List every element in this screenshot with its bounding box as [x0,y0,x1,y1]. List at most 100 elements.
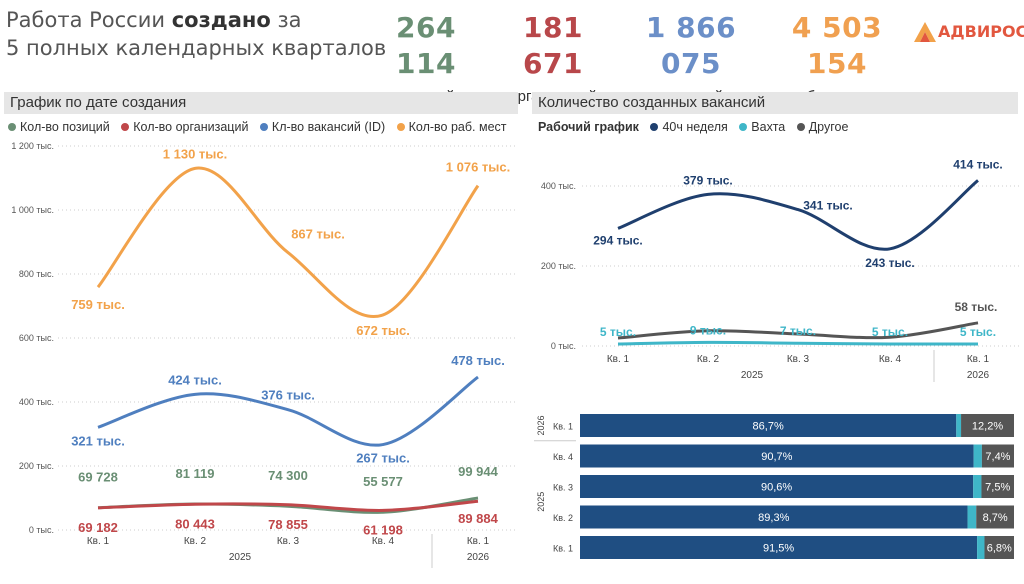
x-tick-label: Кв. 1 [607,354,630,365]
data-label: 80 443 [175,516,215,531]
bar-segment [956,414,962,437]
bar-value-label: 6,8% [987,543,1012,555]
y-tick-label: 600 тыс. [19,333,54,343]
x-tick-label: Кв. 1 [87,536,110,547]
kpi-value: 264 114 [396,11,456,80]
shift-line [617,340,979,346]
40h-week-line [617,179,979,251]
y-tick-label: 400 тыс. [541,181,576,191]
kpi-value: 1 866 075 [645,11,737,80]
y-tick-label: 200 тыс. [541,261,576,271]
row-label: Кв. 2 [553,513,573,523]
bar-value-label: 86,7% [753,421,784,433]
bar-value-label: 7,5% [985,482,1010,494]
organizations-line [97,499,479,512]
legend-item-40h[interactable]: 40ч неделя [650,120,728,134]
bar-segment [580,414,957,437]
row-label: Кв. 3 [553,483,573,493]
logo-text: АДВИРОС [938,22,1024,41]
y-tick-label: 400 тыс. [19,397,54,407]
year-label: 2025 [741,370,764,381]
data-label: 672 тыс. [356,323,410,338]
data-label: 424 тыс. [168,372,222,387]
data-label: 5 тыс. [600,325,636,339]
data-label: 69 728 [78,470,118,485]
legend-item-other[interactable]: Другое [796,120,849,134]
legend-item-workplaces[interactable]: Кол-во раб. мест [396,120,507,134]
data-label: 294 тыс. [593,233,643,247]
bar-value-label: 12,2% [972,421,1003,433]
kpi-value: 181 671 [523,11,583,80]
right-panel-title: Количество созданных вакансий [532,92,1018,114]
legend-item-shift[interactable]: Вахта [739,120,785,134]
legend-label: Вахта [751,120,786,134]
bar-value-label: 8,7% [983,512,1008,524]
bar-segment [580,536,978,559]
title-part2: за [270,8,302,32]
bar-segment [580,444,974,468]
data-label: 867 тыс. [291,227,345,242]
x-tick-label: Кв. 2 [697,354,720,365]
data-label: 321 тыс. [71,433,125,448]
year-label: 2026 [967,370,990,381]
bar-value-label: 7,4% [985,451,1010,463]
left-panel-title: График по дате создания [4,92,518,114]
y-tick-label: 0 тыс. [551,341,576,351]
data-label: 379 тыс. [683,173,733,187]
vacancies-line [97,375,479,447]
legend-label: Кол-во организаций [133,120,249,134]
legend-item-vacancies[interactable]: Кл-во вакансий (ID) [259,120,386,134]
legend-item-positions[interactable]: Кол-во позиций [8,120,110,134]
bar-segment [984,536,1014,559]
bar-segment [981,444,1014,468]
x-tick-label: Кв. 3 [277,536,300,547]
title-line2: 5 полных календарных кварталов [6,36,387,60]
legend-title: Рабочий график [538,120,639,134]
left-legend: Кол-во позиций Кол-во организаций Кл-во … [8,120,515,134]
row-label: Кв. 1 [553,422,573,432]
y-tick-label: 1 000 тыс. [11,205,54,215]
x-tick-label: Кв. 3 [787,354,810,365]
legend-label: Кол-во позиций [20,120,110,134]
data-label: 478 тыс. [451,353,505,368]
bar-segment [961,414,1014,437]
year-label: 2026 [536,415,546,435]
data-label: 1 130 тыс. [163,146,227,161]
kpi-organizations: 181 671 организаций [492,10,614,105]
legend-label: Кол-во раб. мест [408,120,507,134]
legend-label: Другое [808,120,849,134]
bar-segment [973,475,982,498]
x-tick-label: Кв. 1 [967,354,990,365]
data-label: 267 тыс. [356,451,410,466]
legend-label: Кл-во вакансий (ID) [271,120,386,134]
kpi-vacancies: 1 866 075 вакансий [624,10,758,105]
bar-segment [967,505,977,529]
bar-segment [580,505,968,529]
chart-schedule-share: Кв. 1 86,7% 12,2% Кв. 4 90,7% 7,4% Кв. 3 90,6% 7… [534,414,1014,559]
data-label: 78 855 [268,517,308,532]
legend-dot [650,123,659,131]
data-label: 55 577 [363,474,403,489]
right-legend: Рабочий график 40ч неделя Вахта Другое [538,120,856,134]
bar-value-label: 91,5% [763,543,794,555]
x-tick-label: Кв. 4 [879,354,902,365]
bar-segment [981,475,1014,498]
legend-label: 40ч неделя [662,120,728,134]
bar-segment [977,536,985,559]
legend-dot [259,123,268,131]
chart-by-creation-date: 0 тыс. 200 тыс. 400 тыс. 600 тыс. 800 тыс. 1 … [11,141,516,568]
row-label: Кв. 1 [553,544,573,554]
data-label: 69 182 [78,520,118,535]
data-label: 81 119 [175,466,214,481]
bar-value-label: 90,6% [761,482,792,494]
title-bold: создано [171,8,271,32]
y-tick-label: 800 тыс. [19,269,54,279]
legend-dot [8,123,16,131]
bar-value-label: 90,7% [761,451,792,463]
workplaces-line [96,166,480,319]
kpi-workplaces: 4 503 154 рабочих мест [768,10,906,105]
y-tick-label: 1 200 тыс. [11,141,54,151]
legend-item-organizations[interactable]: Кол-во организаций [121,120,248,134]
data-label: 89 884 [458,511,499,526]
title-part1: Работа России [6,8,172,32]
